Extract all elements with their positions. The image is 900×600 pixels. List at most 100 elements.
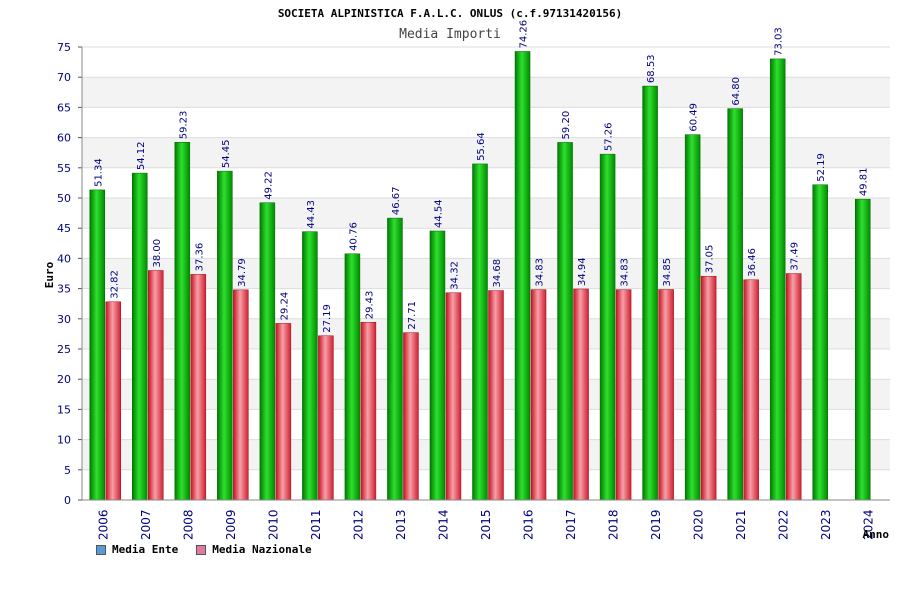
chart-title: SOCIETA ALPINISTICA F.A.L.C. ONLUS (c.f.… [278, 7, 622, 20]
x-tick-label-2019: 2019 [649, 509, 663, 540]
legend-item-media-ente: Media Ente [96, 543, 178, 556]
bar-media-ente-2013 [387, 217, 403, 501]
x-tick-label-2022: 2022 [777, 509, 791, 540]
bar-media-ente-2011 [302, 231, 318, 501]
bar-media-nazionale-2009 [233, 289, 249, 501]
bar-media-nazionale-2018 [615, 289, 632, 501]
x-tick-label-2011: 2011 [309, 509, 323, 540]
x-tick-label-2017: 2017 [564, 509, 578, 540]
bars: 51.34 32.82 54.12 38.00 59.23 37.36 54.45 34.79… [89, 20, 871, 501]
data-label-media-nazionale-2013: 27.71 [407, 301, 418, 330]
data-label-media-nazionale-2012: 29.43 [364, 291, 375, 320]
data-label-media-nazionale-2011: 27.19 [322, 304, 333, 333]
bar-media-ente-2017 [557, 142, 573, 501]
grid-band [82, 77, 890, 108]
data-label-media-nazionale-2014: 34.32 [449, 261, 460, 290]
bar-media-ente-2019 [642, 85, 658, 501]
bar-media-ente-2007 [132, 172, 148, 501]
axes: 0 5 10 15 20 25 30 35 40 45 50 55 60 65 70 75 2006 2007 20… [57, 41, 890, 540]
data-label-media-ente-2020: 60.49 [689, 103, 700, 132]
bar-media-ente-2012 [344, 253, 361, 501]
data-label-media-ente-2013: 46.67 [391, 186, 402, 215]
y-tick-label: 45 [57, 222, 71, 235]
y-tick-label: 35 [57, 283, 71, 296]
bar-media-nazionale-2014 [445, 292, 462, 501]
data-label-media-ente-2010: 49.22 [263, 171, 274, 200]
bar-media-nazionale-2013 [403, 332, 419, 501]
x-tick-label-2010: 2010 [266, 509, 280, 540]
grid-band [82, 137, 890, 168]
bar-media-ente-2018 [599, 153, 616, 501]
bar-media-nazionale-2017 [573, 288, 589, 501]
data-label-media-ente-2009: 54.45 [221, 139, 232, 168]
bar-media-nazionale-2015 [488, 290, 504, 501]
x-axis-label: Anno [863, 528, 890, 541]
bar-media-nazionale-2011 [318, 335, 334, 501]
x-tick-label-2012: 2012 [351, 509, 365, 540]
bar-media-nazionale-2020 [700, 275, 717, 501]
x-tick-label-2020: 2020 [692, 509, 706, 540]
bar-media-ente-2009 [217, 170, 233, 501]
x-tick-label-2008: 2008 [181, 509, 195, 540]
data-label-media-ente-2014: 44.54 [433, 199, 444, 228]
bar-media-nazionale-2006 [105, 301, 122, 501]
bar-media-ente-2014 [429, 230, 446, 501]
data-label-media-ente-2019: 68.53 [646, 54, 657, 83]
bar-media-nazionale-2012 [360, 321, 377, 501]
legend-label-media-nazionale: Media Nazionale [212, 543, 312, 556]
x-tick-label-2007: 2007 [139, 509, 153, 540]
y-tick-label: 30 [57, 313, 71, 326]
bar-media-ente-2008 [174, 142, 191, 501]
bar-media-ente-2016 [514, 51, 531, 501]
data-label-media-nazionale-2022: 37.49 [790, 242, 801, 271]
data-label-media-ente-2006: 51.34 [93, 158, 104, 187]
y-tick-label: 25 [57, 343, 71, 356]
y-tick-label: 15 [57, 403, 71, 416]
bar-media-nazionale-2008 [190, 274, 207, 501]
bar-media-nazionale-2007 [148, 270, 164, 501]
data-label-media-nazionale-2006: 32.82 [109, 270, 120, 299]
y-axis-label: Euro [43, 261, 56, 288]
data-label-media-ente-2012: 40.76 [348, 222, 359, 251]
y-tick-label: 50 [57, 192, 71, 205]
data-label-media-ente-2018: 57.26 [604, 123, 615, 152]
x-tick-label-2006: 2006 [96, 509, 110, 540]
data-label-media-ente-2023: 52.19 [816, 153, 827, 182]
data-label-media-nazionale-2021: 36.46 [747, 248, 758, 277]
bar-media-ente-2015 [472, 163, 488, 501]
data-label-media-nazionale-2018: 34.83 [620, 258, 631, 287]
bar-media-nazionale-2019 [658, 289, 674, 501]
y-tick-label: 10 [57, 434, 71, 447]
legend-label-media-ente: Media Ente [112, 543, 179, 556]
data-label-media-ente-2008: 59.23 [178, 111, 189, 140]
grid-band [82, 47, 890, 78]
bar-media-ente-2006 [89, 189, 106, 501]
y-tick-label: 60 [57, 132, 71, 145]
legend-item-media-nazionale: Media Nazionale [196, 543, 312, 556]
y-tick-label: 55 [57, 162, 71, 175]
bar-media-nazionale-2021 [743, 279, 759, 501]
legend-swatch-media-ente [96, 544, 106, 555]
x-tick-label-2013: 2013 [394, 509, 408, 540]
x-tick-label-2015: 2015 [479, 509, 493, 540]
bar-media-nazionale-2010 [275, 323, 292, 501]
grid-band [82, 107, 890, 138]
y-tick-label: 40 [57, 252, 71, 265]
bar-media-ente-2022 [769, 58, 786, 501]
legend: Media Ente Media Nazionale [96, 543, 312, 556]
bar-media-ente-2023 [812, 184, 828, 501]
x-tick-label-2009: 2009 [224, 509, 238, 540]
data-label-media-nazionale-2007: 38.00 [152, 239, 163, 268]
data-label-media-nazionale-2020: 37.05 [705, 245, 716, 274]
x-tick-label-2014: 2014 [436, 509, 450, 540]
bar-media-nazionale-2022 [785, 273, 802, 501]
data-label-media-nazionale-2008: 37.36 [194, 243, 205, 272]
data-label-media-ente-2007: 54.12 [136, 141, 147, 170]
bar-media-ente-2021 [727, 108, 743, 501]
data-label-media-ente-2015: 55.64 [476, 132, 487, 161]
data-label-media-nazionale-2009: 34.79 [237, 258, 248, 287]
data-label-media-nazionale-2019: 34.85 [662, 258, 673, 287]
data-label-media-nazionale-2016: 34.83 [535, 258, 546, 287]
x-tick-label-2018: 2018 [607, 509, 621, 540]
